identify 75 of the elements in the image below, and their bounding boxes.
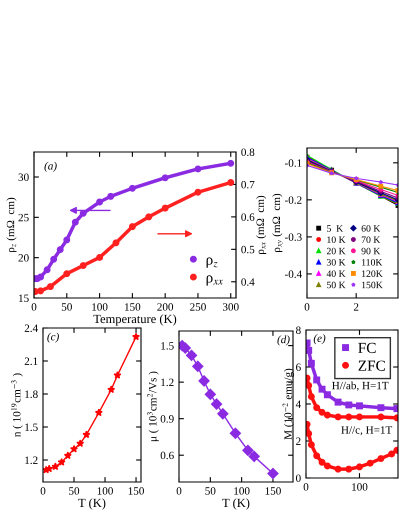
- legend-label: 120K: [362, 270, 383, 277]
- y-tick-label: 0.6: [160, 452, 174, 460]
- y-tick-label: -0.1: [284, 159, 302, 167]
- legend-label: 5 K: [327, 225, 344, 232]
- x-tick-label: 150: [266, 487, 281, 495]
- x-tick-label: 50: [69, 487, 80, 495]
- x-tick-label: 0: [304, 303, 310, 311]
- x-tick-label: 0: [40, 487, 46, 495]
- y-tick-label: 2: [296, 437, 301, 445]
- x-tick-label: 100: [234, 487, 250, 495]
- legend-label: 60 K: [362, 225, 380, 232]
- y-tick-label: 25: [18, 214, 29, 222]
- x-tick-label: 50: [205, 487, 216, 495]
- y-tick-label: -0.2: [284, 196, 302, 204]
- x-axis-title: T (K): [222, 498, 250, 510]
- y2-tick-label: 0.4: [241, 278, 255, 286]
- y-tick-label: 8: [296, 326, 301, 334]
- y-axis-title: n ( 10$^{19}$cm$^{−3}$ ): [11, 373, 23, 437]
- legend-label: 30 K: [326, 259, 346, 266]
- annotation: (d): [277, 335, 290, 346]
- x-tick-label: 100: [92, 303, 108, 311]
- y2-tick-label: 0.6: [241, 213, 254, 221]
- y-tick-label: 0.9: [160, 415, 174, 423]
- x-axis-title: Temperature (K): [94, 314, 176, 326]
- y2-tick-label: 0.5: [241, 246, 254, 254]
- x-tick-label: 150: [128, 487, 144, 495]
- annotation: (a): [44, 162, 57, 172]
- legend-label: ZFC: [358, 360, 385, 371]
- legend-label: 150K: [362, 282, 383, 288]
- legend-label: ρ$_{xx}$: [206, 275, 223, 286]
- x-tick-label: 100: [98, 487, 113, 495]
- legend-label: FC: [358, 342, 376, 354]
- y-tick-label: 20: [18, 254, 29, 262]
- y-tick-label: 15: [19, 294, 29, 302]
- x-tick-label: 200: [157, 303, 174, 311]
- y2-tick-label: 0.8: [241, 148, 254, 156]
- y-tick-label: 1.2: [25, 456, 38, 464]
- y-tick-label: 2.4: [24, 324, 38, 332]
- y2-tick-label: 0.7: [241, 180, 254, 188]
- y2-axis-title: ρ$_{xx}$ (mΩ cm): [256, 196, 266, 254]
- x-tick-label: 0: [304, 483, 308, 491]
- y-tick-label: -0.3: [284, 233, 302, 241]
- y-axis-title: ρ$_{z}$ (mΩ cm): [6, 198, 16, 252]
- y-axis-title: μ ( 10$^{3}$cm$^{2}$/Vs ): [147, 372, 159, 442]
- annotation: H//c, H=1T: [341, 426, 392, 436]
- legend-label: 40 K: [326, 270, 346, 277]
- legend-label: 90 K: [361, 248, 380, 254]
- legend-label: ρ$_{z}$: [206, 257, 218, 268]
- annotation: (c): [47, 332, 59, 343]
- y-tick-label: 1.5: [25, 424, 38, 432]
- y-tick-label: 1.2: [161, 378, 174, 386]
- y-tick-label: 2.1: [24, 357, 38, 366]
- annotation: (e): [314, 334, 326, 344]
- legend-label: 20 K: [326, 248, 346, 254]
- y-tick-label: -0.4: [284, 270, 302, 278]
- x-tick-label: 250: [190, 303, 206, 311]
- x-tick-label: 50: [62, 303, 72, 311]
- y-tick-label: 4: [296, 400, 301, 408]
- y-tick-label: 0: [296, 474, 301, 482]
- annotation: H//ab, H=1T: [332, 381, 388, 391]
- legend-label: 50 K: [327, 282, 346, 288]
- y-tick-label: 1.5: [161, 342, 174, 350]
- x-tick-label: 100: [352, 483, 368, 491]
- legend-label: 110K: [362, 259, 382, 266]
- y-tick-label: 30: [18, 173, 29, 181]
- y-tick-label: 1.8: [25, 390, 38, 398]
- x-tick-label: 300: [222, 303, 239, 311]
- x-tick-label: 0: [176, 487, 182, 495]
- y-tick-label: 6: [296, 363, 301, 371]
- y-axis-title: ρ$_{xy}$ (mΩ cm): [272, 194, 284, 252]
- x-tick-label: 150: [125, 303, 140, 311]
- x-tick-label: 2: [354, 303, 358, 311]
- x-axis-title: T (K): [78, 498, 106, 510]
- legend-label: 70 K: [362, 236, 380, 244]
- legend-label: 10 K: [327, 236, 346, 244]
